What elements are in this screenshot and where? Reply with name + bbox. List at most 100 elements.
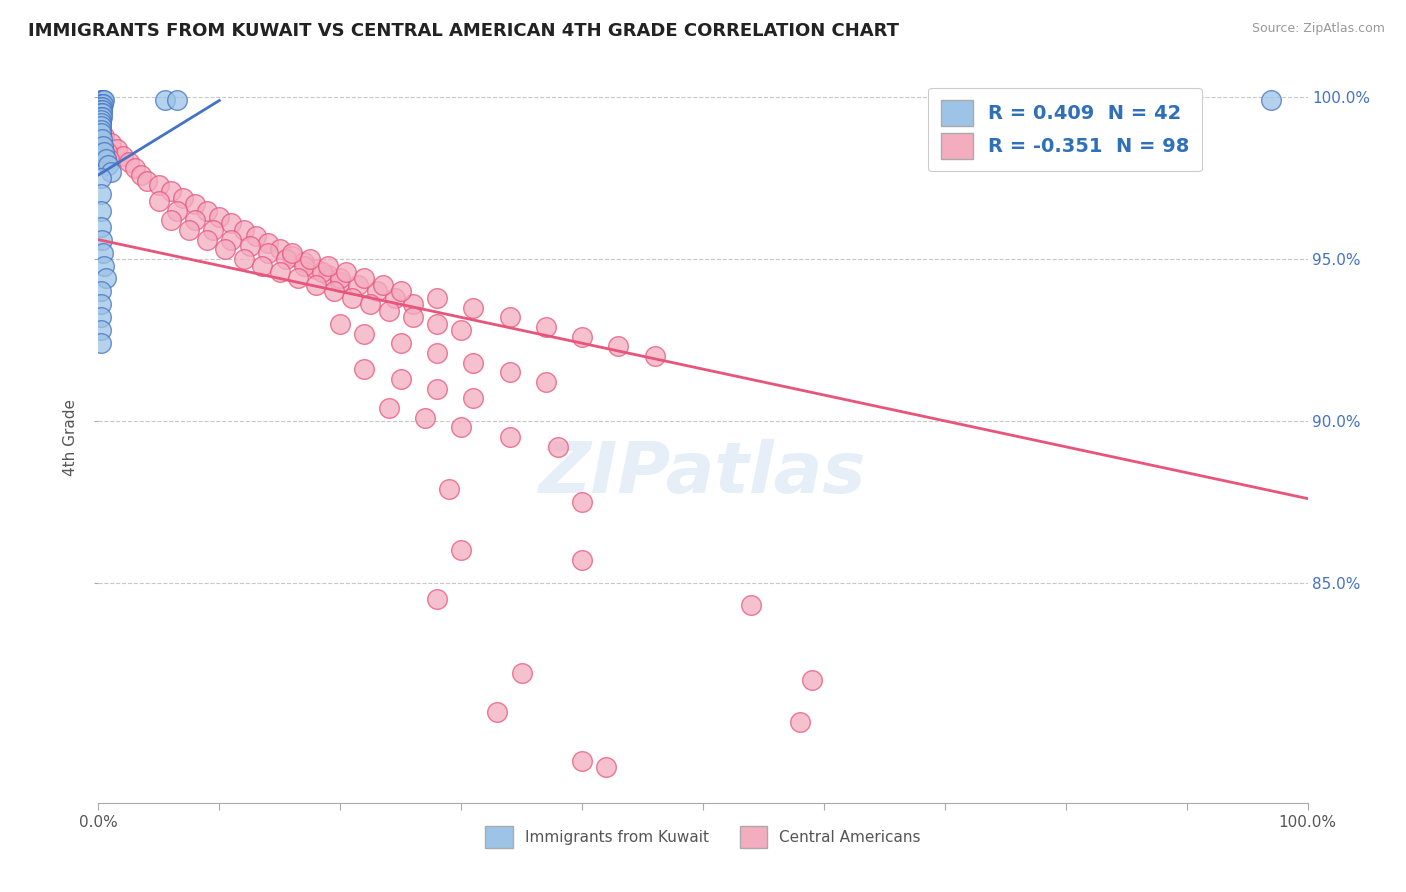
Point bbox=[90, 310, 112, 325]
Point bbox=[800, 673, 823, 687]
Point bbox=[426, 591, 449, 606]
Point bbox=[571, 754, 593, 768]
Text: Source: ZipAtlas.com: Source: ZipAtlas.com bbox=[1251, 22, 1385, 36]
Point bbox=[91, 233, 114, 247]
Point bbox=[740, 599, 762, 613]
Point bbox=[90, 110, 112, 124]
Point bbox=[486, 705, 509, 719]
Point bbox=[281, 249, 304, 263]
Point bbox=[90, 285, 112, 299]
Point bbox=[384, 291, 406, 305]
Point bbox=[135, 174, 157, 188]
Point bbox=[353, 326, 375, 341]
Text: IMMIGRANTS FROM KUWAIT VS CENTRAL AMERICAN 4TH GRADE CORRELATION CHART: IMMIGRANTS FROM KUWAIT VS CENTRAL AMERIC… bbox=[28, 22, 898, 40]
Point bbox=[91, 94, 114, 108]
Point bbox=[292, 259, 315, 273]
Point bbox=[91, 110, 114, 124]
Point bbox=[299, 252, 322, 266]
Point bbox=[426, 382, 449, 396]
Point bbox=[221, 217, 243, 231]
Point bbox=[256, 235, 278, 250]
Point bbox=[389, 285, 412, 299]
Legend: Immigrants from Kuwait, Central Americans: Immigrants from Kuwait, Central American… bbox=[479, 820, 927, 854]
Point bbox=[498, 430, 520, 444]
Point bbox=[413, 410, 436, 425]
Point bbox=[269, 265, 291, 279]
Point bbox=[90, 297, 112, 311]
Point bbox=[377, 303, 399, 318]
Point bbox=[353, 362, 375, 376]
Point bbox=[96, 145, 118, 160]
Point bbox=[148, 178, 170, 192]
Point bbox=[329, 317, 352, 331]
Point bbox=[184, 213, 207, 227]
Point bbox=[91, 100, 114, 114]
Point bbox=[789, 714, 811, 729]
Point bbox=[571, 330, 593, 344]
Point bbox=[90, 122, 112, 136]
Point bbox=[311, 265, 333, 279]
Point bbox=[91, 132, 114, 146]
Point bbox=[90, 171, 112, 186]
Point bbox=[342, 291, 364, 305]
Point bbox=[195, 233, 218, 247]
Y-axis label: 4th Grade: 4th Grade bbox=[63, 399, 79, 475]
Point bbox=[172, 191, 194, 205]
Point bbox=[90, 203, 112, 218]
Point bbox=[232, 252, 254, 266]
Point bbox=[547, 440, 569, 454]
Point bbox=[269, 243, 291, 257]
Point bbox=[534, 320, 557, 334]
Point bbox=[97, 158, 120, 172]
Point bbox=[245, 229, 267, 244]
Point bbox=[90, 106, 112, 120]
Point bbox=[221, 233, 243, 247]
Point bbox=[305, 261, 328, 276]
Point bbox=[118, 155, 141, 169]
Point bbox=[607, 339, 630, 353]
Point bbox=[153, 94, 176, 108]
Point bbox=[463, 391, 485, 405]
Point bbox=[389, 336, 412, 351]
Point bbox=[94, 271, 117, 285]
Point bbox=[148, 194, 170, 208]
Point bbox=[329, 275, 352, 289]
Point bbox=[93, 145, 115, 160]
Point bbox=[100, 136, 122, 150]
Point bbox=[316, 268, 339, 283]
Point bbox=[90, 94, 112, 108]
Point bbox=[377, 401, 399, 415]
Point bbox=[184, 197, 207, 211]
Point bbox=[510, 666, 533, 681]
Point bbox=[256, 245, 278, 260]
Point bbox=[287, 271, 309, 285]
Point bbox=[90, 187, 112, 202]
Point bbox=[281, 245, 304, 260]
Point bbox=[292, 255, 315, 269]
Point bbox=[360, 297, 382, 311]
Point bbox=[534, 375, 557, 389]
Point bbox=[105, 142, 128, 156]
Point bbox=[274, 252, 297, 266]
Point bbox=[90, 336, 112, 351]
Point bbox=[93, 94, 115, 108]
Point bbox=[402, 297, 425, 311]
Point bbox=[90, 116, 112, 130]
Point bbox=[595, 760, 617, 774]
Point bbox=[323, 285, 346, 299]
Point bbox=[316, 259, 339, 273]
Point bbox=[90, 100, 112, 114]
Point bbox=[366, 285, 388, 299]
Point bbox=[335, 265, 357, 279]
Point bbox=[91, 103, 114, 118]
Point bbox=[371, 277, 394, 292]
Point bbox=[450, 323, 472, 337]
Point bbox=[160, 184, 183, 198]
Point bbox=[644, 349, 666, 363]
Point bbox=[202, 223, 225, 237]
Point bbox=[498, 310, 520, 325]
Point bbox=[402, 310, 425, 325]
Point bbox=[91, 138, 114, 153]
Point bbox=[179, 223, 201, 237]
Point bbox=[90, 219, 112, 234]
